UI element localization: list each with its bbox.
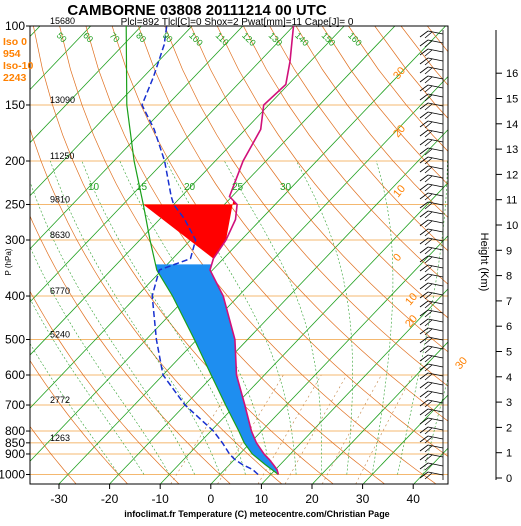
dry-adiabat-label: 20 [403,313,420,330]
geopotential-label: 8630 [50,230,70,240]
geopotential-label: 11250 [50,151,74,161]
dry-adiabat-line [322,26,521,484]
p-tick-label: 300 [5,233,25,247]
isotherm-label: 90 [161,30,175,44]
isotherm-label: 50 [55,30,69,44]
height-tick-label: 12 [506,169,518,181]
p-tick-label: 500 [5,332,25,346]
info-iso0-value: 954 [3,48,21,60]
isotherm-line [211,26,521,484]
plot-labels: 1568013090112509810863067705240277212631… [50,16,470,443]
chart-footer: infoclimat.fr Temperature (C) meteocentr… [124,509,389,519]
geopotential-label: 9810 [50,194,70,204]
geopotential-label: 1263 [50,433,70,443]
height-tick-label: 7 [506,296,512,308]
dry-adiabat-line [0,26,179,484]
cape-area [143,197,237,259]
isotherm-label: 80 [134,30,148,44]
height-tick-label: 16 [506,68,518,80]
p-tick-label: 400 [5,289,25,303]
geopotential-label: 5240 [50,329,70,339]
mixing-ratio-line [285,375,347,484]
p-tick-label: 600 [5,368,25,382]
x-tick-label: 40 [407,492,421,506]
dry-adiabat-line [60,26,385,484]
height-tick-label: 5 [506,347,512,359]
height-tick-label: 0 [506,473,512,485]
geopotential-label: 13090 [50,95,75,105]
moist-adiabat-line [398,161,448,475]
dry-adiabat-line [349,26,521,484]
isotherm-label: 70 [108,30,122,44]
mixing-ratio-label: 15 [136,182,148,193]
mixing-ratio-label: 20 [184,182,196,193]
isotherm-line [0,26,293,484]
height-tick-label: 3 [506,397,512,409]
height-tick-label: 14 [506,119,518,131]
height-tick-label: 6 [506,321,512,333]
moist-adiabat-line [372,161,393,475]
p-tick-label: 200 [5,154,25,168]
dry-adiabat-label: 10 [403,291,420,308]
info-iso10-label: Iso-10 [3,60,34,72]
mixing-ratio-label: 30 [280,182,292,193]
p-tick-label: 700 [5,398,25,412]
geopotential-label: 6770 [50,286,70,296]
x-tick-label: -20 [101,492,119,506]
p-tick-label: 1000 [0,467,25,481]
x-tick-label: 30 [356,492,370,506]
p-tick-label: 150 [5,98,25,112]
mixing-ratio-label: 25 [232,182,244,193]
height-tick-label: 8 [506,271,512,283]
isotherm-label: 130 [267,30,285,48]
x-tick-label: -30 [50,492,68,506]
info-iso10-value: 2243 [3,72,27,84]
p-tick-label: 250 [5,197,25,211]
p-tick-label: 100 [5,19,25,33]
isotherm-label: 60 [81,30,95,44]
height-tick-label: 4 [506,372,512,384]
dry-adiabat-label: 0 [391,252,404,264]
x-tick-label: -10 [152,492,170,506]
height-tick-label: 1 [506,448,512,460]
mixing-ratio-line [258,375,321,484]
p-tick-label: 900 [5,447,25,461]
height-tick-label: 15 [506,94,518,106]
isotherm-line [0,26,192,484]
isotherm-label: 100 [187,30,205,48]
x-tick-label: 20 [305,492,319,506]
geopotential-label: 15680 [50,16,75,26]
y-axis-label: P (hPa) [4,248,13,275]
info-iso0-label: Iso 0 [3,36,27,48]
x-tick-label: 10 [255,492,269,506]
dry-adiabat-label: 30 [453,355,470,372]
isotherm-line [363,26,521,484]
height-tick-label: 10 [506,220,518,232]
plot-foreground [126,26,293,475]
isotherm-line [0,26,243,484]
y2-axis-label: Height (Km) [478,233,490,292]
mixing-ratio-label: 10 [88,182,100,193]
height-tick-label: 2 [506,422,512,434]
mixing-ratio-line [322,375,381,484]
isotherm-label: 110 [214,30,231,47]
dry-adiabat-line [401,26,521,484]
parcel-line [126,26,278,475]
height-tick-label: 9 [506,245,512,257]
moist-adiabat-line [423,161,504,475]
isotherm-label: 120 [240,30,258,48]
dry-adiabat-line [86,26,436,484]
isotherm-line [110,26,521,484]
height-tick-label: 11 [506,195,517,207]
isotherm-label: 160 [346,30,364,48]
geopotential-label: 2772 [50,395,70,405]
x-tick-label: 0 [207,492,214,506]
height-tick-label: 13 [506,144,518,156]
moist-adiabat-line [296,161,352,475]
